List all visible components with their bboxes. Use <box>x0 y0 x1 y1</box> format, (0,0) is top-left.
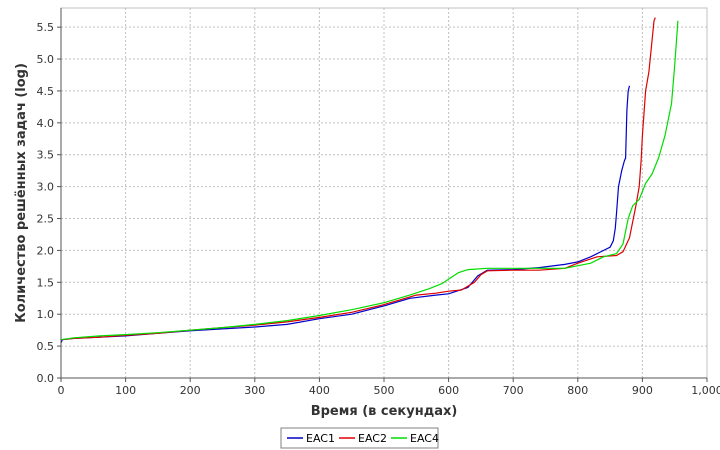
x-tick-label: 900 <box>632 384 653 397</box>
legend: EAC1 EAC2 EAC4 <box>280 427 439 449</box>
y-axis-ticks: 0.0 0.5 1.0 1.5 2.0 2.5 3.0 3.5 4.0 4.5 5.0 5.5 <box>37 21 61 385</box>
y-tick-label: 4.5 <box>37 85 55 98</box>
y-tick-label: 2.5 <box>37 213 55 226</box>
y-tick-label: 5.5 <box>37 21 55 34</box>
y-axis-title: Количество решённых задач (log) <box>14 63 29 323</box>
y-tick-label: 0.0 <box>37 372 55 385</box>
legend-box <box>280 427 439 449</box>
x-tick-label: 0 <box>58 384 65 397</box>
x-tick-label: 800 <box>567 384 588 397</box>
y-tick-label: 4.0 <box>37 117 55 130</box>
legend-label-eac1: EAC1 <box>306 432 335 445</box>
y-tick-label: 1.5 <box>37 276 55 289</box>
x-tick-label: 300 <box>244 384 265 397</box>
x-axis-ticks: 0 100 200 300 400 500 600 700 800 900 1,000 <box>58 378 720 397</box>
x-tick-label: 700 <box>503 384 524 397</box>
x-tick-label: 1,000 <box>691 384 720 397</box>
x-tick-label: 600 <box>438 384 459 397</box>
legend-label-eac2: EAC2 <box>358 432 387 445</box>
series-line-eac4 <box>60 20 679 341</box>
legend-label-eac4: EAC4 <box>410 432 439 445</box>
x-tick-label: 500 <box>374 384 395 397</box>
y-tick-label: 3.0 <box>37 181 55 194</box>
y-tick-label: 0.5 <box>37 340 55 353</box>
y-tick-label: 5.0 <box>37 53 55 66</box>
series-lines <box>60 17 679 344</box>
x-tick-label: 400 <box>309 384 330 397</box>
x-axis-title: Время (в секундах) <box>311 404 458 419</box>
y-tick-label: 3.5 <box>37 149 55 162</box>
x-tick-label: 100 <box>115 384 136 397</box>
y-tick-label: 2.0 <box>37 244 55 257</box>
y-tick-label: 1.0 <box>37 308 55 321</box>
x-tick-label: 200 <box>180 384 201 397</box>
